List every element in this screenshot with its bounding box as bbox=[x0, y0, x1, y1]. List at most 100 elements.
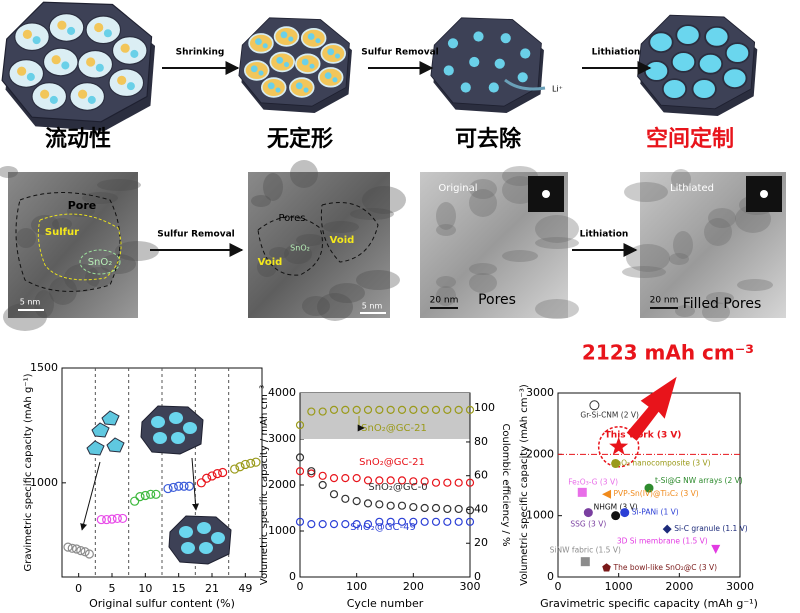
inset-cell bbox=[183, 422, 197, 434]
point-label: Si-PANi (1 V) bbox=[632, 508, 679, 517]
x-axis-label: Original sulfur content (%) bbox=[89, 597, 235, 610]
step-label: Sulfur Removal bbox=[361, 48, 439, 58]
data-point bbox=[465, 506, 475, 515]
texture bbox=[64, 264, 100, 292]
tem-label: Original bbox=[438, 183, 477, 194]
dot bbox=[32, 36, 41, 45]
cell bbox=[661, 78, 688, 100]
dot bbox=[49, 95, 58, 104]
inset-cell bbox=[181, 542, 195, 554]
data-point bbox=[341, 519, 350, 529]
texture bbox=[669, 253, 689, 265]
dot bbox=[494, 58, 505, 69]
series-label: SnO₂@GC-0 bbox=[368, 482, 427, 493]
cell bbox=[697, 52, 724, 75]
data-point bbox=[295, 420, 305, 430]
texture bbox=[329, 283, 365, 303]
cell bbox=[724, 42, 751, 64]
data-point bbox=[341, 405, 350, 414]
x-tick-label: 15 bbox=[172, 582, 186, 595]
fft-spot bbox=[542, 190, 550, 198]
dot bbox=[309, 63, 315, 69]
dot bbox=[275, 87, 281, 93]
point-label: SSG (3 V) bbox=[570, 520, 606, 529]
dot bbox=[103, 29, 112, 38]
data-point bbox=[580, 557, 590, 567]
tem-label: SnO₂ bbox=[88, 257, 113, 268]
x-axis-label: Cycle number bbox=[347, 597, 424, 610]
data-point bbox=[443, 517, 452, 526]
data-point bbox=[63, 542, 73, 552]
dot bbox=[26, 72, 35, 81]
data-point bbox=[329, 405, 339, 414]
data-point bbox=[363, 499, 373, 508]
data-point bbox=[409, 477, 418, 486]
cell bbox=[691, 78, 717, 100]
step-label: Lithiation bbox=[580, 230, 629, 240]
data-point bbox=[420, 405, 429, 414]
data-point bbox=[235, 462, 245, 472]
dot bbox=[473, 31, 484, 42]
tem-image bbox=[248, 172, 390, 318]
dot bbox=[460, 82, 471, 93]
texture bbox=[290, 160, 318, 188]
data-point bbox=[184, 481, 194, 491]
texture bbox=[702, 302, 730, 322]
data-point bbox=[146, 489, 156, 499]
data-point bbox=[341, 494, 350, 503]
series-label: SnO₂@GC-49 bbox=[350, 522, 416, 533]
fragment bbox=[106, 437, 125, 453]
y2-tick-label: 40 bbox=[474, 502, 488, 515]
cell bbox=[108, 68, 145, 98]
cell bbox=[42, 47, 79, 77]
texture bbox=[469, 263, 497, 275]
series-pointer bbox=[357, 416, 365, 432]
texture bbox=[708, 208, 736, 228]
data-point bbox=[431, 405, 441, 414]
data-point bbox=[465, 478, 475, 487]
inset-cell bbox=[199, 542, 213, 554]
dot bbox=[117, 75, 127, 85]
dot bbox=[86, 57, 96, 67]
data-point bbox=[218, 467, 228, 478]
inset-arrow bbox=[80, 461, 101, 531]
cell bbox=[643, 60, 670, 82]
point-label: SiNW fabric (1.5 V) bbox=[550, 546, 621, 555]
y-tick-label: 0 bbox=[547, 570, 554, 583]
data-point bbox=[329, 490, 339, 499]
series-label: SnO₂@GC-21 bbox=[359, 457, 425, 468]
y2-tick-label: 20 bbox=[474, 536, 488, 549]
x-tick-label: 200 bbox=[403, 580, 424, 593]
y-tick-label: 1000 bbox=[526, 509, 554, 522]
cell bbox=[77, 49, 114, 79]
point-label: 3D Si membrane (1.5 V) bbox=[617, 536, 708, 545]
dot bbox=[22, 29, 32, 39]
y-tick-label: 1000 bbox=[30, 476, 58, 489]
callout-arrow bbox=[626, 376, 677, 441]
data-point bbox=[168, 482, 178, 493]
data-point bbox=[609, 436, 629, 455]
step-label: Lithiation bbox=[592, 48, 641, 58]
x-tick-label: 0 bbox=[75, 582, 82, 595]
data-point bbox=[431, 503, 441, 513]
texture bbox=[362, 186, 406, 214]
data-point bbox=[102, 514, 112, 525]
texture bbox=[317, 293, 353, 321]
data-point bbox=[307, 467, 316, 476]
data-point bbox=[644, 483, 654, 493]
data-point bbox=[67, 543, 77, 553]
data-point bbox=[295, 453, 305, 462]
data-point bbox=[207, 471, 217, 481]
particle-top bbox=[430, 17, 542, 107]
data-point bbox=[202, 473, 212, 483]
dot bbox=[87, 95, 96, 104]
texture bbox=[436, 286, 456, 306]
texture bbox=[302, 296, 330, 316]
data-point bbox=[352, 405, 361, 414]
y-axis-label: Gravimetric specific capacity (mAh g⁻¹) bbox=[23, 373, 34, 571]
x-tick-label: 2000 bbox=[665, 580, 693, 593]
tem-label: Pore bbox=[68, 199, 97, 212]
y-tick-label: 1000 bbox=[268, 524, 296, 537]
dot bbox=[301, 58, 309, 66]
data-point bbox=[212, 469, 222, 479]
